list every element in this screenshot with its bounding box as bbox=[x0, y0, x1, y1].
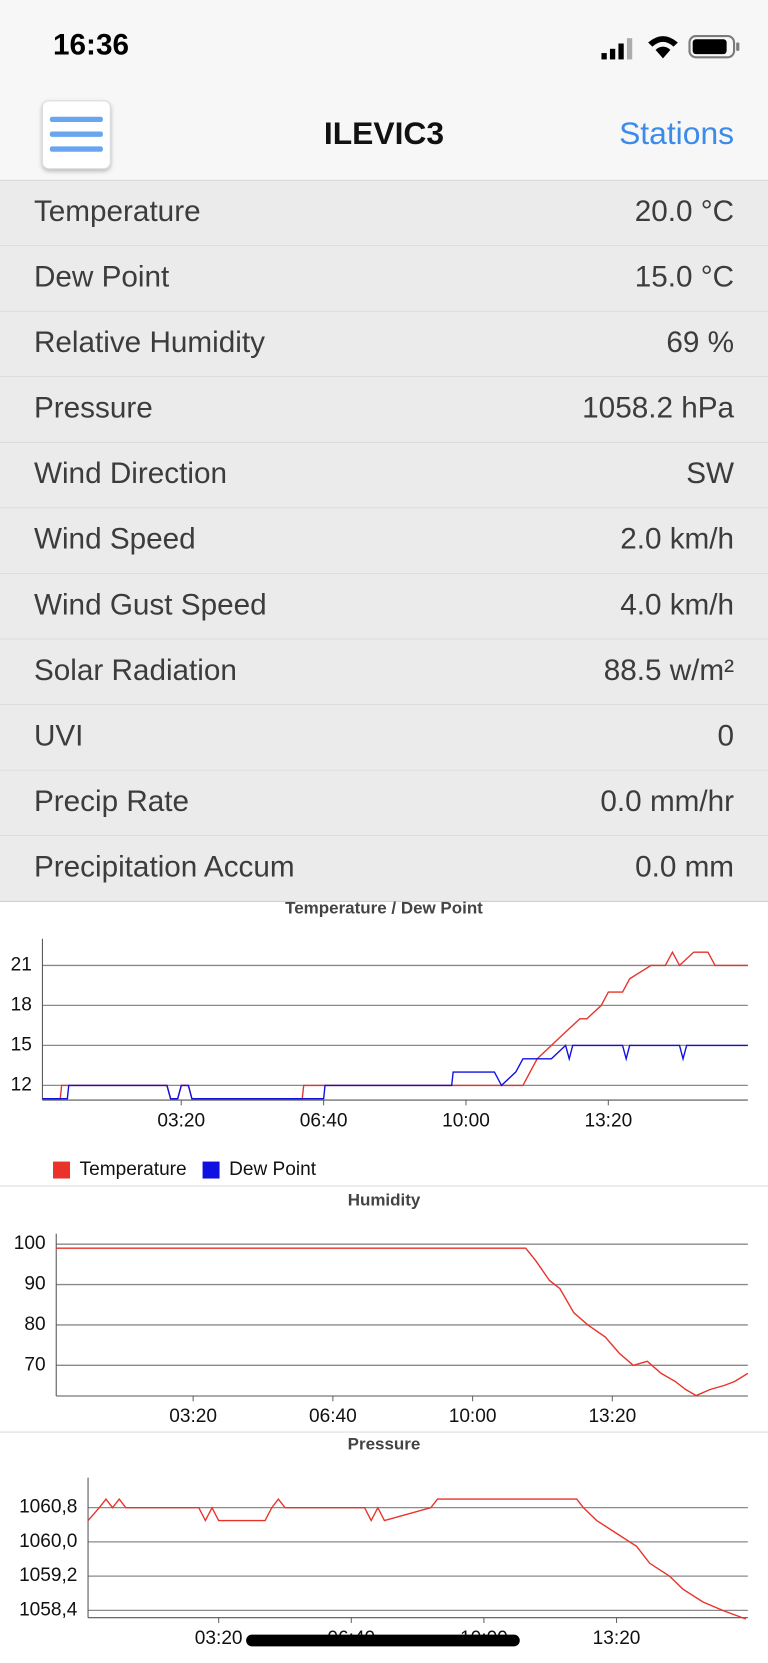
row-bg bbox=[0, 508, 768, 574]
row-value: 88.5 w/m² bbox=[604, 654, 734, 687]
reading-row: Wind Direction SW bbox=[0, 442, 768, 509]
x-tick-label: 06:40 bbox=[309, 1406, 357, 1427]
y-tick-label: 1060,0 bbox=[19, 1531, 77, 1552]
chart-title: Temperature / Dew Point bbox=[285, 899, 483, 918]
row-label: Wind Gust Speed bbox=[34, 588, 267, 621]
y-tick-label: 100 bbox=[14, 1233, 46, 1254]
row-bg bbox=[0, 770, 768, 836]
reading-row: UVI 0 bbox=[0, 704, 768, 771]
legend-swatch bbox=[53, 1161, 71, 1179]
x-tick-label: 03:20 bbox=[169, 1406, 217, 1427]
row-bg bbox=[0, 704, 768, 771]
row-label: Precip Rate bbox=[34, 785, 189, 818]
reading-row: Relative Humidity 69 % bbox=[0, 311, 768, 378]
row-bg bbox=[0, 245, 768, 312]
row-label: Dew Point bbox=[34, 261, 170, 294]
header-bg bbox=[0, 0, 768, 181]
reading-row: Dew Point 15.0 °C bbox=[0, 245, 768, 312]
row-bg bbox=[0, 311, 768, 378]
legend-swatch bbox=[202, 1161, 220, 1179]
chart: Temperature / Dew Point 12 15 18 21 03:20 06:4… bbox=[0, 899, 768, 1187]
row-value: 0.0 mm bbox=[635, 851, 734, 884]
x-tick-label: 10:00 bbox=[442, 1110, 490, 1131]
row-bg bbox=[0, 639, 768, 705]
x-tick-label: 13:20 bbox=[593, 1628, 641, 1649]
menu-button[interactable] bbox=[41, 100, 111, 170]
y-tick-label: 18 bbox=[11, 994, 32, 1015]
row-label: Pressure bbox=[34, 392, 153, 425]
chart-title: Pressure bbox=[348, 1434, 421, 1453]
y-tick-label: 90 bbox=[24, 1274, 45, 1295]
row-bg bbox=[0, 180, 768, 246]
row-value: 2.0 km/h bbox=[620, 523, 734, 556]
row-label: Wind Direction bbox=[34, 457, 227, 490]
row-value: 15.0 °C bbox=[635, 261, 734, 294]
x-tick-label: 06:40 bbox=[300, 1110, 348, 1131]
row-bg bbox=[0, 442, 768, 509]
charts: Temperature / Dew Point 12 15 18 21 03:20 06:4… bbox=[0, 899, 768, 1649]
x-tick-label: 13:20 bbox=[584, 1110, 632, 1131]
home-indicator bbox=[246, 1634, 520, 1647]
row-label: Relative Humidity bbox=[34, 326, 265, 359]
stations-button[interactable]: Stations bbox=[619, 115, 734, 151]
row-bg bbox=[0, 377, 768, 443]
series-line bbox=[42, 1044, 748, 1100]
series-line bbox=[42, 950, 748, 1100]
row-label: Precipitation Accum bbox=[34, 851, 295, 884]
y-tick-label: 15 bbox=[11, 1034, 32, 1055]
row-value: 69 % bbox=[666, 326, 734, 359]
row-value: 1058.2 hPa bbox=[582, 392, 734, 425]
row-bg bbox=[0, 835, 768, 902]
reading-row: Wind Gust Speed 4.0 km/h bbox=[0, 573, 768, 640]
row-label: UVI bbox=[34, 719, 83, 752]
reading-row: Pressure 1058.2 hPa bbox=[0, 377, 768, 444]
chart: Humidity 70 80 90 100 03:20 06:40 10:00 13:20 bbox=[0, 1190, 768, 1433]
chart-title: Humidity bbox=[348, 1190, 421, 1209]
legend-label: Temperature bbox=[80, 1159, 187, 1180]
y-tick-label: 1060,8 bbox=[19, 1497, 77, 1518]
reading-row: Temperature 20.0 °C bbox=[0, 180, 768, 247]
y-tick-label: 80 bbox=[24, 1314, 45, 1335]
chart: Pressure1058,41059,21060,01060,803:2006:… bbox=[19, 1434, 748, 1649]
row-value: 20.0 °C bbox=[635, 195, 734, 228]
x-tick-label: 03:20 bbox=[157, 1110, 205, 1131]
reading-row: Wind Speed 2.0 km/h bbox=[0, 508, 768, 575]
row-value: 0.0 mm/hr bbox=[600, 785, 734, 818]
row-value: SW bbox=[686, 457, 734, 490]
y-tick-label: 1059,2 bbox=[19, 1565, 77, 1586]
y-tick-label: 12 bbox=[11, 1074, 32, 1095]
y-tick-label: 70 bbox=[24, 1354, 45, 1375]
x-tick-label: 10:00 bbox=[449, 1406, 497, 1427]
legend-label: Dew Point bbox=[229, 1159, 317, 1180]
reading-row: Solar Radiation 88.5 w/m² bbox=[0, 639, 768, 706]
row-label: Solar Radiation bbox=[34, 654, 237, 687]
nav-title: ILEVIC3 bbox=[324, 115, 444, 151]
row-label: Temperature bbox=[34, 195, 201, 228]
row-value: 0 bbox=[718, 719, 735, 752]
reading-row: Precipitation Accum 0.0 mm bbox=[0, 835, 768, 902]
row-value: 4.0 km/h bbox=[620, 588, 734, 621]
status-icons bbox=[601, 35, 740, 60]
series-line bbox=[56, 1247, 749, 1397]
series-line bbox=[87, 1497, 747, 1620]
x-tick-label: 03:20 bbox=[195, 1628, 243, 1649]
y-tick-label: 21 bbox=[11, 954, 32, 975]
clock: 16:36 bbox=[53, 29, 129, 62]
readings-list: Temperature 20.0 °C Dew Point 15.0 °C Relati… bbox=[0, 180, 768, 902]
row-bg bbox=[0, 573, 768, 640]
x-tick-label: 13:20 bbox=[588, 1406, 636, 1427]
row-label: Wind Speed bbox=[34, 523, 196, 556]
reading-row: Precip Rate 0.0 mm/hr bbox=[0, 770, 768, 837]
y-tick-label: 1058,4 bbox=[19, 1599, 78, 1620]
